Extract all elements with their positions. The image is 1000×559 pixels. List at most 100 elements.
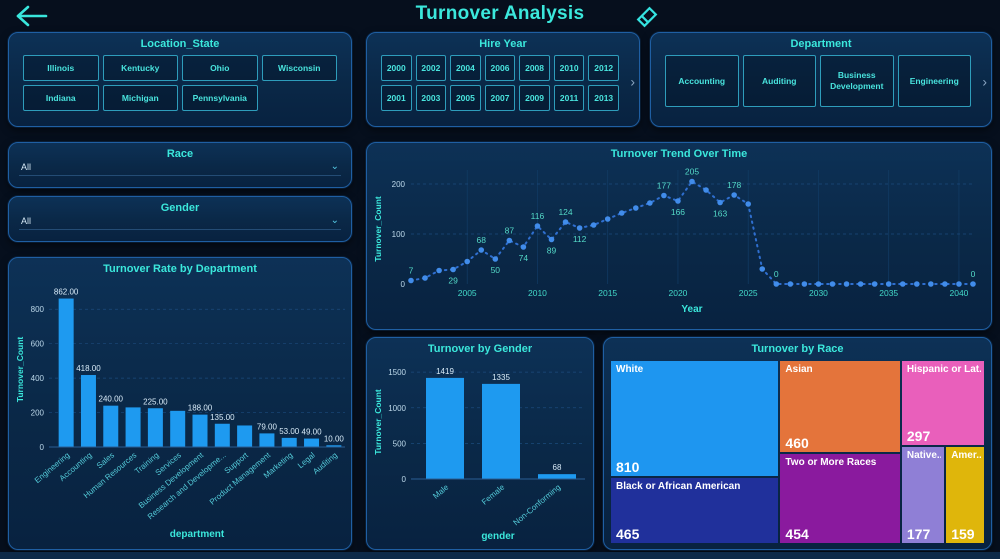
bar[interactable] xyxy=(170,410,186,447)
data-point[interactable] xyxy=(548,236,555,243)
race-dropdown[interactable]: All ⌄ xyxy=(19,162,341,176)
year-button-2010[interactable]: 2010 xyxy=(553,55,585,81)
x-tick-label: 2010 xyxy=(528,288,547,298)
year-button-2002[interactable]: 2002 xyxy=(415,55,447,81)
data-point[interactable] xyxy=(899,281,906,287)
treemap-tile[interactable]: Asian 460 xyxy=(780,361,900,452)
dept-button-accounting[interactable]: Accounting xyxy=(665,55,739,107)
state-button-ohio[interactable]: Ohio xyxy=(182,55,258,81)
treemap-tile[interactable]: Black or African American 465 xyxy=(611,477,779,543)
state-button-michigan[interactable]: Michigan xyxy=(102,85,178,111)
bar[interactable] xyxy=(80,375,96,447)
bar[interactable] xyxy=(192,414,208,447)
data-point[interactable] xyxy=(970,281,976,287)
data-point[interactable] xyxy=(759,266,766,272)
treemap-tile[interactable]: Hispanic or Lat... 297 xyxy=(901,361,984,446)
treemap-tile[interactable]: Two or More Races 454 xyxy=(780,453,900,543)
data-point[interactable] xyxy=(661,192,667,199)
data-point[interactable] xyxy=(520,244,527,250)
data-point[interactable] xyxy=(745,201,751,207)
state-button-indiana[interactable]: Indiana xyxy=(23,85,99,111)
data-point[interactable] xyxy=(857,281,864,287)
state-button-pennsylvania[interactable]: Pennsylvania xyxy=(182,85,258,111)
dept-button-auditing[interactable]: Auditing xyxy=(742,55,816,107)
treemap-tile[interactable]: White 810 xyxy=(611,361,779,476)
state-button-kentucky[interactable]: Kentucky xyxy=(102,55,178,81)
data-point[interactable] xyxy=(871,281,878,287)
data-point[interactable] xyxy=(647,200,653,206)
data-point[interactable] xyxy=(815,281,822,287)
year-button-2003[interactable]: 2003 xyxy=(415,85,447,111)
year-button-2009[interactable]: 2009 xyxy=(519,85,550,111)
data-point[interactable] xyxy=(787,281,794,287)
state-button-wisconsin[interactable]: Wisconsin xyxy=(261,55,337,81)
bar[interactable] xyxy=(482,383,520,479)
data-point[interactable] xyxy=(633,205,639,211)
data-point[interactable] xyxy=(408,277,414,284)
data-point[interactable] xyxy=(703,187,709,193)
data-point[interactable] xyxy=(717,199,723,206)
year-button-2007[interactable]: 2007 xyxy=(484,85,516,111)
year-button-2005[interactable]: 2005 xyxy=(450,85,481,111)
data-point[interactable] xyxy=(843,281,850,287)
data-point[interactable] xyxy=(604,216,611,222)
dept-button-engineering[interactable]: Engineering xyxy=(897,55,971,107)
data-point[interactable] xyxy=(464,258,470,265)
data-point[interactable] xyxy=(689,178,695,185)
data-point[interactable] xyxy=(829,281,836,287)
x-axis-title: department xyxy=(170,529,225,540)
chart-title: Turnover by Gender xyxy=(427,343,533,355)
treemap-tile-value: 465 xyxy=(616,525,640,542)
year-button-2013[interactable]: 2013 xyxy=(588,85,619,111)
bar[interactable] xyxy=(58,298,74,447)
bar[interactable] xyxy=(103,405,119,447)
data-point[interactable] xyxy=(773,281,780,287)
eraser-icon[interactable] xyxy=(634,4,660,30)
year-button-2006[interactable]: 2006 xyxy=(484,55,516,81)
scroll-right-icon[interactable]: › xyxy=(630,73,635,90)
data-point[interactable] xyxy=(731,192,737,198)
bar[interactable] xyxy=(214,423,230,447)
year-button-2000[interactable]: 2000 xyxy=(381,55,412,81)
bar[interactable] xyxy=(426,377,464,479)
bar[interactable] xyxy=(259,433,275,447)
data-point[interactable] xyxy=(618,210,625,216)
year-button-2012[interactable]: 2012 xyxy=(588,55,619,81)
data-point[interactable] xyxy=(506,237,513,244)
data-point[interactable] xyxy=(576,225,583,231)
treemap-tile[interactable]: Amer... 159 xyxy=(946,447,984,543)
bar[interactable] xyxy=(281,437,297,447)
data-point[interactable] xyxy=(492,256,499,262)
data-point[interactable] xyxy=(436,267,442,274)
year-button-2004[interactable]: 2004 xyxy=(450,55,481,81)
bar[interactable] xyxy=(125,407,141,447)
bar[interactable] xyxy=(147,408,163,447)
data-point[interactable] xyxy=(801,281,808,287)
bar[interactable] xyxy=(304,438,320,447)
data-point[interactable] xyxy=(478,247,485,253)
data-point[interactable] xyxy=(450,266,456,273)
data-point[interactable] xyxy=(422,275,428,281)
year-button-2008[interactable]: 2008 xyxy=(519,55,550,81)
data-point[interactable] xyxy=(942,281,948,287)
data-point[interactable] xyxy=(675,198,681,204)
year-button-2001[interactable]: 2001 xyxy=(381,85,412,111)
treemap-tile[interactable]: Native... 177 xyxy=(901,447,945,543)
data-point[interactable] xyxy=(885,281,892,287)
year-button-2011[interactable]: 2011 xyxy=(553,85,585,111)
data-point[interactable] xyxy=(562,219,569,225)
data-point[interactable] xyxy=(914,281,920,287)
data-point[interactable] xyxy=(590,222,597,228)
data-point[interactable] xyxy=(534,223,541,229)
bar[interactable] xyxy=(237,425,253,447)
dept-button-business-development[interactable]: Business Development xyxy=(820,55,894,107)
back-button[interactable] xyxy=(14,4,50,28)
data-point[interactable] xyxy=(956,281,962,287)
bar[interactable] xyxy=(326,445,342,447)
bar[interactable] xyxy=(538,474,576,479)
scroll-right-icon[interactable]: › xyxy=(982,73,987,90)
state-button-illinois[interactable]: Illinois xyxy=(23,55,99,81)
gender-dropdown[interactable]: All ⌄ xyxy=(19,216,341,230)
data-point[interactable] xyxy=(928,281,934,287)
slicer-title: Race xyxy=(166,148,194,160)
